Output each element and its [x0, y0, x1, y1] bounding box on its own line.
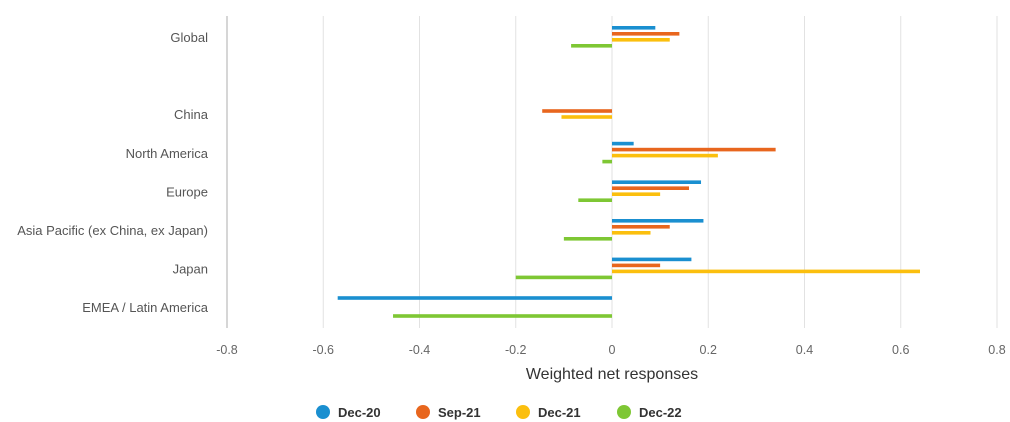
bar [612, 269, 920, 274]
legend-marker [516, 405, 530, 419]
bars [337, 26, 920, 318]
bar [612, 147, 776, 152]
legend-label: Sep-21 [438, 405, 481, 420]
bar [393, 314, 612, 318]
bar [612, 231, 651, 235]
x-tick-label: 0.8 [988, 343, 1005, 357]
x-axis-title: Weighted net responses [526, 366, 698, 383]
x-tick-labels: -0.8 -0.6 -0.4 -0.2 0 0.2 0.4 0.6 0.8 [216, 343, 1006, 357]
bar [602, 159, 612, 164]
x-tick-label: -0.2 [505, 343, 527, 357]
bar [563, 237, 612, 241]
category-label: Asia Pacific (ex China, ex Japan) [17, 223, 208, 238]
grid-lines [226, 16, 998, 328]
bar [612, 263, 661, 268]
legend-marker [416, 405, 430, 419]
x-tick-label: 0.2 [700, 343, 717, 357]
legend-item[interactable]: Sep-21 [416, 405, 481, 420]
category-label: Global [170, 30, 208, 45]
bar [578, 198, 612, 202]
bar [612, 225, 670, 229]
category-label: Japan [173, 262, 208, 277]
bar [612, 192, 661, 196]
category-label: Europe [166, 184, 208, 199]
bar [542, 109, 612, 113]
bar [612, 257, 692, 262]
bar [612, 32, 680, 36]
legend-label: Dec-21 [538, 405, 581, 420]
bar [612, 153, 718, 158]
bar [515, 275, 612, 280]
legend-marker [617, 405, 631, 419]
category-label: EMEA / Latin America [82, 300, 208, 315]
bar [561, 115, 612, 119]
legend-label: Dec-22 [639, 405, 682, 420]
legend-item[interactable]: Dec-21 [516, 405, 581, 420]
x-tick-label: 0.6 [892, 343, 909, 357]
legend-marker [316, 405, 330, 419]
x-tick-label: -0.8 [216, 343, 238, 357]
category-label: China [174, 107, 209, 122]
bar [612, 219, 704, 223]
legend-item[interactable]: Dec-20 [316, 405, 381, 420]
legend-label: Dec-20 [338, 405, 381, 420]
bar [612, 26, 656, 30]
bar [612, 180, 702, 184]
bar [337, 296, 612, 300]
bar [612, 186, 689, 190]
legend[interactable]: Dec-20 Sep-21 Dec-21 Dec-22 [316, 405, 682, 420]
category-labels: Global China North America Europe Asia Pacif… [17, 30, 209, 315]
legend-item[interactable]: Dec-22 [617, 405, 682, 420]
bar [612, 38, 670, 42]
category-label: North America [126, 146, 209, 161]
x-tick-label: -0.6 [312, 343, 334, 357]
bar [612, 141, 634, 146]
x-tick-label: 0 [609, 343, 616, 357]
bar [571, 44, 612, 48]
x-tick-label: 0.4 [796, 343, 813, 357]
x-tick-label: -0.4 [409, 343, 431, 357]
